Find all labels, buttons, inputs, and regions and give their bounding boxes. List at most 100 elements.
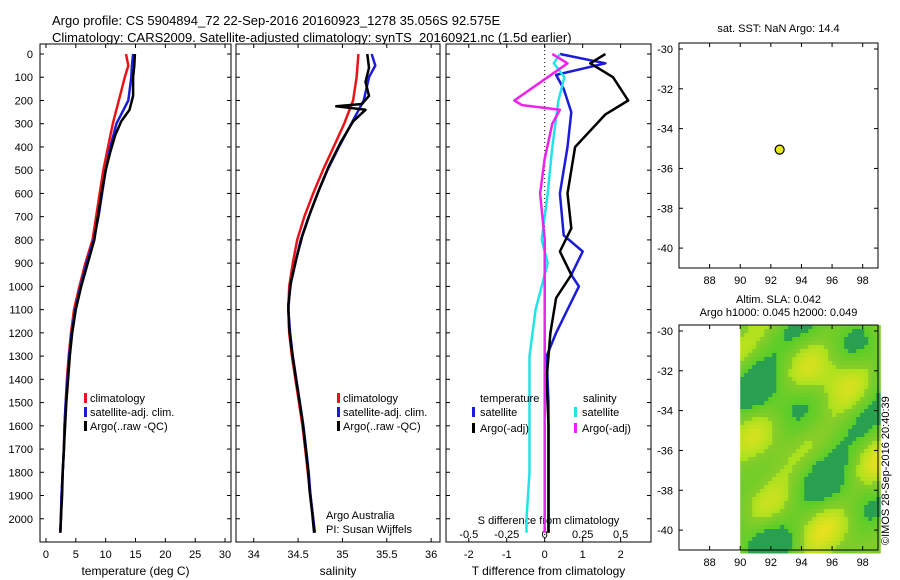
difference-xtick-label: -1 bbox=[502, 549, 512, 561]
sla-cell bbox=[796, 493, 801, 498]
sla-cell bbox=[804, 465, 809, 470]
sla-cell bbox=[844, 361, 849, 366]
sla-cell bbox=[748, 473, 753, 478]
temperature-legend-label: Argo(..raw -QC) bbox=[90, 421, 168, 433]
sla-cell bbox=[852, 545, 857, 550]
sla-cell bbox=[840, 353, 845, 358]
temperature-legend-label: climatology bbox=[90, 393, 146, 405]
sla-cell bbox=[836, 357, 841, 362]
sla-cell bbox=[804, 421, 809, 426]
sla-cell bbox=[864, 477, 869, 482]
sla-cell bbox=[816, 329, 821, 334]
sla-cell bbox=[812, 525, 817, 530]
sla-cell bbox=[816, 373, 821, 378]
sla-cell bbox=[844, 417, 849, 422]
sla-cell bbox=[796, 505, 801, 510]
sla-cell bbox=[796, 473, 801, 478]
sla-cell bbox=[844, 345, 849, 350]
sla-cell bbox=[764, 545, 769, 550]
sla-cell bbox=[796, 485, 801, 490]
sla-cell bbox=[840, 389, 845, 394]
sla-cell bbox=[844, 425, 849, 430]
sla-cell bbox=[776, 473, 781, 478]
sla-cell bbox=[856, 545, 861, 550]
sla-cell bbox=[740, 425, 745, 430]
sla-cell bbox=[740, 341, 745, 346]
sla-cell bbox=[740, 533, 745, 538]
sla-cell bbox=[800, 353, 805, 358]
sla-cell bbox=[820, 533, 825, 538]
sla-cell bbox=[764, 525, 769, 530]
sla-cell bbox=[756, 389, 761, 394]
sla-cell bbox=[856, 541, 861, 546]
sla-cell bbox=[796, 345, 801, 350]
sla-cell bbox=[776, 533, 781, 538]
sla-cell bbox=[760, 461, 765, 466]
sla-cell bbox=[872, 345, 877, 350]
sla-cell bbox=[808, 381, 813, 386]
sla-cell bbox=[780, 397, 785, 402]
sla-cell bbox=[772, 453, 777, 458]
location-xtick-label: 98 bbox=[857, 275, 869, 287]
sla-cell bbox=[752, 437, 757, 442]
sla-cell bbox=[748, 353, 753, 358]
sla-cell bbox=[844, 525, 849, 530]
sla-cell bbox=[768, 349, 773, 354]
sla-cell bbox=[860, 533, 865, 538]
sla-cell bbox=[828, 329, 833, 334]
sla-cell bbox=[796, 417, 801, 422]
sla-cell bbox=[768, 377, 773, 382]
sla-cell bbox=[800, 437, 805, 442]
sla-cell bbox=[772, 429, 777, 434]
location-ytick-label: -38 bbox=[657, 203, 673, 215]
sla-cell bbox=[768, 445, 773, 450]
sla-cell bbox=[800, 361, 805, 366]
sla-cell bbox=[744, 437, 749, 442]
sla-cell bbox=[776, 541, 781, 546]
sla-cell bbox=[804, 333, 809, 338]
sla-cell bbox=[784, 469, 789, 474]
sla-cell bbox=[864, 333, 869, 338]
sla-cell bbox=[840, 529, 845, 534]
sla-cell bbox=[780, 325, 785, 330]
sla-cell bbox=[796, 477, 801, 482]
sla-cell bbox=[864, 517, 869, 522]
sla-cell bbox=[760, 409, 765, 414]
temperature-legend-swatch bbox=[84, 407, 87, 417]
sla-cell bbox=[864, 549, 869, 554]
sla-cell bbox=[856, 397, 861, 402]
sla-cell bbox=[804, 501, 809, 506]
sla-cell bbox=[760, 477, 765, 482]
sla-cell bbox=[840, 417, 845, 422]
sla-cell bbox=[872, 365, 877, 370]
sla-cell bbox=[772, 349, 777, 354]
sla-cell bbox=[776, 529, 781, 534]
sla-cell bbox=[832, 465, 837, 470]
sla-cell bbox=[748, 385, 753, 390]
sla-cell bbox=[852, 477, 857, 482]
sla-cell bbox=[868, 365, 873, 370]
sla-cell bbox=[844, 365, 849, 370]
sla-cell bbox=[772, 433, 777, 438]
sla-cell bbox=[816, 457, 821, 462]
sla-cell bbox=[752, 469, 757, 474]
sla-cell bbox=[748, 525, 753, 530]
sla-cell bbox=[852, 433, 857, 438]
sla-cell bbox=[744, 509, 749, 514]
sla-cell bbox=[768, 365, 773, 370]
sla-cell bbox=[832, 421, 837, 426]
sla-cell bbox=[868, 501, 873, 506]
sla-cell bbox=[788, 529, 793, 534]
sla-cell bbox=[832, 545, 837, 550]
depth-tick-label: 600 bbox=[15, 188, 33, 200]
sla-cell bbox=[848, 537, 853, 542]
sla-cell bbox=[780, 349, 785, 354]
sla-cell bbox=[840, 533, 845, 538]
sla-cell bbox=[868, 421, 873, 426]
sla-cell bbox=[792, 429, 797, 434]
sla-cell bbox=[872, 441, 877, 446]
sla-cell bbox=[836, 337, 841, 342]
float-position-marker bbox=[774, 144, 785, 155]
sla-cell bbox=[760, 537, 765, 542]
sla-cell bbox=[788, 493, 793, 498]
